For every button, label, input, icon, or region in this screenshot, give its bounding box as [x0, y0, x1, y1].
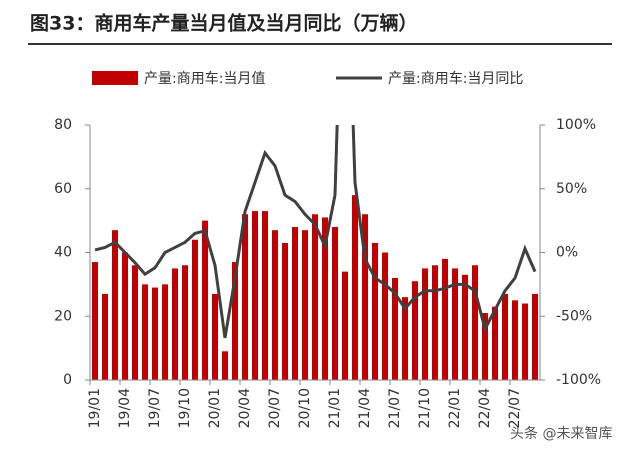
y-tick-label: 40	[54, 245, 72, 261]
bar	[462, 274, 468, 380]
bar	[272, 230, 278, 380]
x-tick-label: 22/04	[477, 388, 493, 428]
y2-tick-label: -50%	[556, 308, 592, 324]
bar	[432, 265, 438, 380]
x-tick-label: 20/04	[237, 388, 253, 428]
bar	[232, 262, 238, 380]
bar	[152, 287, 158, 380]
bar	[282, 242, 288, 380]
x-tick-label: 22/01	[447, 388, 463, 428]
bar	[472, 265, 478, 380]
legend-label: 产量:商用车:当月同比	[388, 70, 523, 87]
y-tick-label: 60	[54, 181, 72, 197]
y2-tick-label: 100%	[556, 117, 596, 133]
bar	[132, 265, 138, 380]
bar	[402, 297, 408, 380]
bar	[262, 211, 268, 380]
y2-tick-label: 0%	[556, 245, 578, 261]
bar	[92, 262, 98, 380]
bar	[172, 268, 178, 380]
x-tick-label: 20/01	[207, 388, 223, 428]
y-tick-label: 20	[54, 308, 72, 324]
x-tick-label: 19/04	[117, 388, 133, 428]
x-tick-label: 19/07	[147, 388, 163, 428]
bar	[342, 271, 348, 380]
bar	[512, 300, 518, 380]
bar	[192, 239, 198, 380]
x-tick-label: 21/01	[327, 388, 343, 428]
bar	[492, 306, 498, 380]
bar	[202, 220, 208, 380]
bar	[182, 265, 188, 380]
bar	[502, 293, 508, 380]
bar	[242, 214, 248, 380]
y-tick-label: 0	[63, 372, 72, 388]
y-tick-label: 80	[54, 117, 72, 133]
x-tick-label: 19/01	[87, 388, 103, 428]
bar	[142, 284, 148, 380]
bar	[212, 293, 218, 380]
bar	[412, 281, 418, 380]
line	[94, 125, 537, 339]
bar	[452, 268, 458, 380]
bar	[162, 284, 168, 380]
bar	[312, 214, 318, 380]
bar	[102, 293, 108, 380]
bar	[482, 313, 488, 380]
x-tick-label: 20/07	[267, 388, 283, 428]
legend-label: 产量:商用车:当月值	[144, 70, 265, 87]
bar	[442, 258, 448, 380]
bar	[522, 303, 528, 380]
plot-area	[92, 125, 538, 380]
bar	[422, 268, 428, 380]
bar	[112, 230, 118, 380]
bar	[372, 242, 378, 380]
legend-swatch	[92, 71, 138, 85]
chart-title: 图33：商用车产量当月值及当月同比（万辆）	[30, 12, 417, 35]
bar	[352, 195, 358, 380]
y2-tick-label: 50%	[556, 181, 587, 197]
bar	[322, 217, 328, 380]
bar	[252, 211, 258, 380]
bar	[362, 214, 368, 380]
bar	[332, 227, 338, 380]
x-tick-label: 19/10	[177, 388, 193, 428]
x-tick-label: 21/07	[387, 388, 403, 428]
x-tick-label: 22/07	[507, 388, 523, 428]
y2-tick-label: -100%	[556, 372, 601, 388]
bar	[382, 252, 388, 380]
bar	[532, 293, 538, 380]
bar	[392, 278, 398, 380]
watermark: 头条 @未来智库	[510, 425, 612, 442]
bar	[302, 230, 308, 380]
bar	[292, 227, 298, 380]
x-tick-label: 21/10	[417, 388, 433, 428]
x-tick-label: 20/10	[297, 388, 313, 428]
x-tick-label: 21/04	[357, 388, 373, 428]
bar	[222, 351, 228, 380]
bar	[122, 252, 128, 380]
